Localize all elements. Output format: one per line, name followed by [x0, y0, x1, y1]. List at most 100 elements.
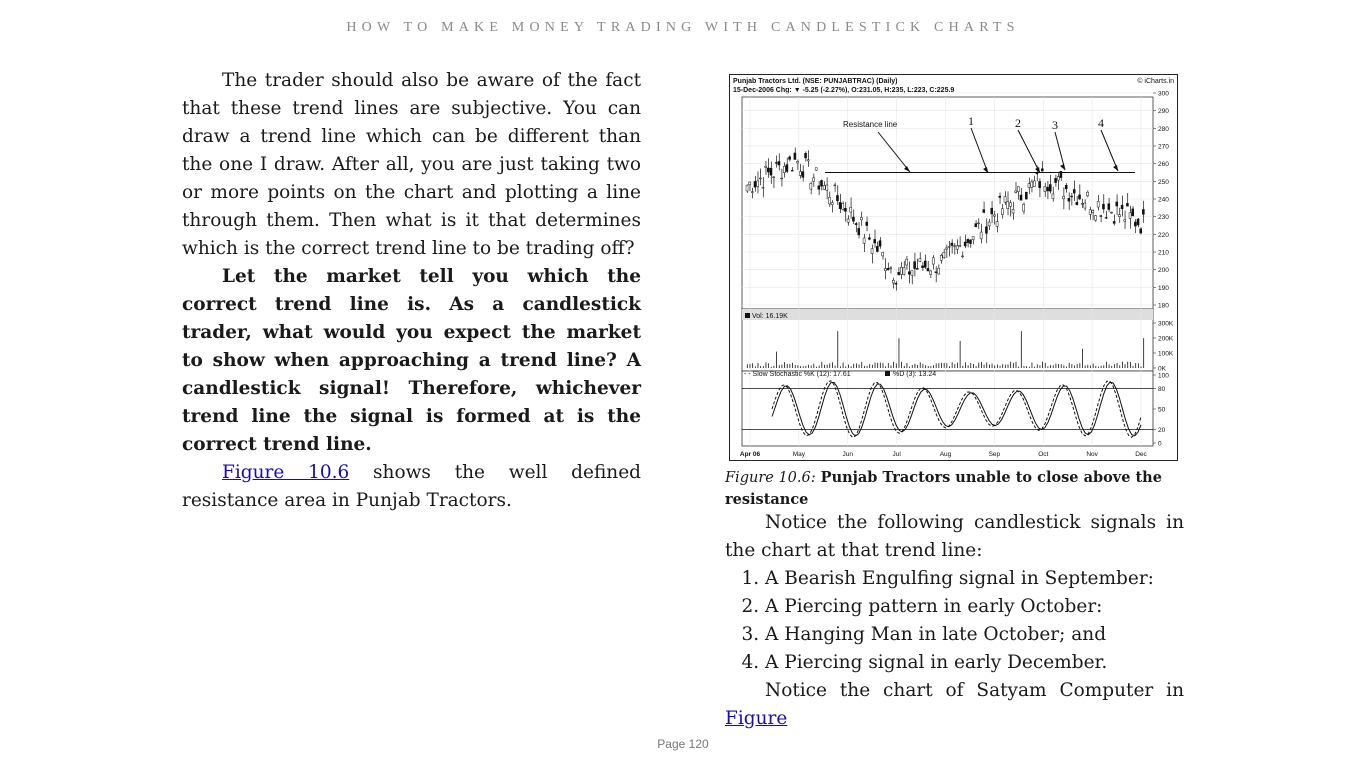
- price-candle-body: [857, 228, 861, 236]
- price-tick-label: 290: [1158, 108, 1169, 115]
- price-candle-body: [767, 167, 770, 173]
- price-candle-body: [945, 247, 948, 250]
- price-candle-body: [955, 245, 959, 250]
- signal-arrow: [1100, 129, 1119, 172]
- price-candle-body: [1115, 201, 1119, 207]
- price-candle-body: [817, 185, 821, 190]
- price-candle-body: [1104, 217, 1108, 219]
- stochastic-tick-label: 50: [1158, 407, 1166, 414]
- price-candle-body: [902, 267, 906, 275]
- price-tick-label: 220: [1158, 232, 1169, 239]
- price-tick-label: 210: [1158, 250, 1169, 257]
- resistance-arrowhead: [904, 166, 910, 172]
- price-candle-body: [1048, 184, 1052, 192]
- price-candle-body: [790, 170, 794, 172]
- signal-arrow: [1054, 131, 1066, 171]
- stochastic-tick-label: 20: [1158, 427, 1166, 434]
- price-candle-body: [878, 240, 882, 247]
- signal-arrow: [970, 127, 989, 174]
- price-candle-body: [1001, 208, 1004, 215]
- price-candle-body: [1022, 204, 1025, 212]
- figure-link[interactable]: Figure: [725, 708, 788, 729]
- price-candle-body: [777, 161, 781, 166]
- price-candle-body: [939, 254, 943, 261]
- right-column: Notice the following candlestick signals…: [725, 509, 1184, 733]
- signals-list: A Bearish Engulfing signal in September:…: [725, 565, 1184, 677]
- price-panel: [741, 96, 1154, 310]
- price-candle-body: [1094, 215, 1097, 221]
- price-candle-body: [918, 258, 922, 262]
- price-candle-body: [860, 217, 863, 221]
- price-tick-label: 250: [1158, 179, 1169, 186]
- price-candle-body: [1078, 194, 1081, 200]
- price-candle-body: [751, 191, 754, 193]
- price-candle-body: [921, 265, 924, 268]
- volume-tick-label: 300K: [1158, 321, 1174, 328]
- price-candle-body: [873, 239, 876, 244]
- price-tick-label: 300: [1158, 91, 1169, 98]
- running-head: HOW TO MAKE MONEY TRADING WITH CANDLESTI…: [346, 20, 1020, 35]
- price-candle-body: [830, 202, 834, 205]
- volume-label: Vol: 16.19K: [752, 313, 788, 320]
- x-tick-label: Jul: [892, 451, 901, 458]
- price-candle-body: [865, 221, 869, 226]
- signal-arrowhead: [983, 167, 988, 173]
- price-candle-body: [1067, 198, 1071, 202]
- price-tick-label: 230: [1158, 214, 1169, 221]
- price-candle-body: [748, 181, 751, 186]
- price-candle-body: [1056, 176, 1060, 181]
- price-candle-body: [833, 184, 837, 186]
- price-candle-body: [1006, 201, 1009, 209]
- price-candle-body: [1126, 203, 1129, 207]
- caption-label: Figure 10.6:: [725, 470, 816, 486]
- price-candle-body: [852, 216, 855, 222]
- price-candle-body: [814, 167, 818, 171]
- stochastic-tick-label: 80: [1158, 386, 1166, 393]
- price-candle-body: [1102, 203, 1105, 210]
- price-candle-body: [825, 184, 829, 191]
- price-candle-body: [836, 195, 839, 202]
- price-candle-body: [1041, 168, 1044, 172]
- price-candle-body: [1064, 184, 1068, 190]
- price-candle-body: [926, 268, 930, 272]
- price-candle-body: [868, 237, 871, 240]
- price-candle-body: [1017, 186, 1020, 192]
- resistance-arrow: [877, 131, 911, 173]
- chart-source-label: © iCharts.in: [1137, 77, 1174, 85]
- paragraph-satyam-reference: Notice the chart of Satyam Computer in F…: [725, 677, 1184, 733]
- price-candle-body: [910, 270, 914, 276]
- price-candle-body: [862, 237, 866, 244]
- price-candle-body: [908, 271, 911, 275]
- price-candle-body: [961, 255, 964, 258]
- price-candle-body: [1134, 221, 1137, 227]
- list-item: A Hanging Man in late October; and: [765, 621, 1184, 649]
- figure-10-6-link[interactable]: Figure 10.6: [222, 462, 350, 483]
- paragraph-figure-reference: Figure 10.6 shows the well defined resis…: [182, 459, 641, 515]
- price-candle-body: [987, 221, 991, 227]
- price-candle-body: [974, 223, 978, 228]
- price-candle-body: [844, 207, 847, 212]
- price-candle-body: [1009, 202, 1012, 207]
- price-candle-body: [1043, 186, 1047, 192]
- price-candle-body: [1019, 194, 1023, 201]
- price-candle-body: [828, 196, 831, 205]
- price-candle-body: [1070, 195, 1073, 198]
- price-candle-body: [1086, 191, 1089, 197]
- signal-arrowhead: [1060, 164, 1065, 170]
- signal-number-label: 4: [1098, 116, 1104, 130]
- price-candle-body: [963, 241, 967, 247]
- price-candle-body: [1083, 202, 1087, 209]
- price-tick-label: 270: [1158, 144, 1169, 151]
- price-candle-body: [1003, 196, 1007, 203]
- price-tick-label: 180: [1158, 303, 1169, 310]
- price-candle-body: [881, 252, 884, 257]
- price-candle-body: [1142, 209, 1145, 215]
- price-candle-body: [846, 218, 850, 223]
- price-candle-body: [1054, 178, 1057, 183]
- price-candle-body: [876, 246, 879, 252]
- stochastic-panel: [741, 370, 1154, 447]
- list-item: A Piercing signal in early December.: [765, 649, 1184, 677]
- price-tick-label: 260: [1158, 161, 1169, 168]
- price-candle-body: [931, 257, 935, 265]
- resistance-line-label: Resistance line: [843, 120, 898, 129]
